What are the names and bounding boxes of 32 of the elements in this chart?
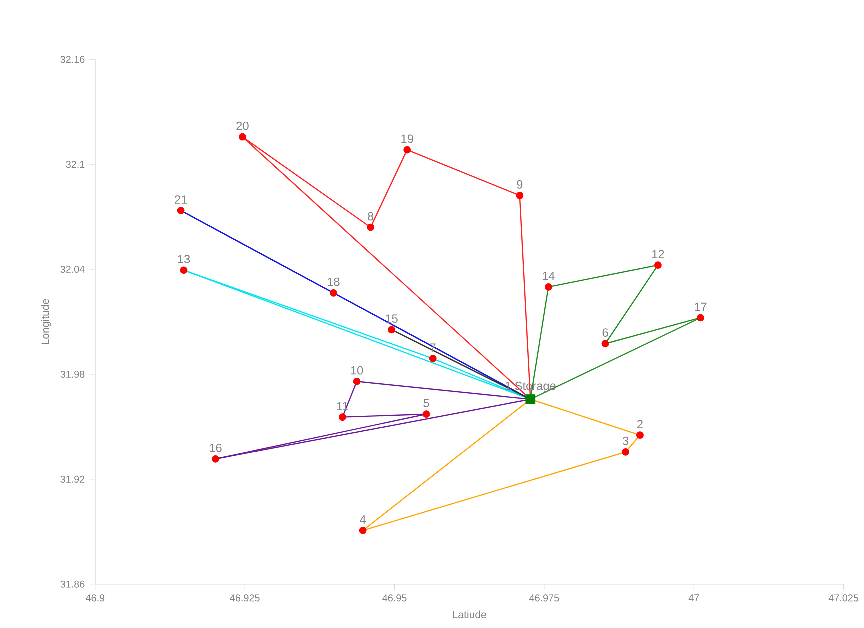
annotation: 8	[368, 212, 374, 221]
annotation: 19	[402, 134, 414, 144]
x-tick-label: 46.95	[382, 594, 407, 602]
y-tick-label: 31.98	[60, 370, 85, 378]
x-tick-label: 47.025	[828, 594, 859, 602]
annotation: 13	[178, 255, 190, 264]
annotation: 4	[360, 516, 366, 524]
y-tick-label: 31.86	[60, 580, 85, 588]
y-tick-label: 32.1	[66, 161, 85, 168]
x-axis-title: Latiude	[453, 610, 486, 618]
annotation: 17	[695, 302, 707, 312]
y-tick-label: 31.92	[60, 476, 85, 483]
annotation: 3	[623, 436, 629, 446]
annotation: 18	[328, 278, 340, 286]
annotation: 9	[517, 180, 523, 189]
annotation: 15	[386, 314, 398, 323]
annotation: 14	[542, 272, 555, 280]
annotation: 5	[424, 399, 430, 408]
x-tick-label: 46.925	[230, 594, 260, 602]
x-tick-label: 47	[688, 594, 700, 602]
x-tick-label: 46.9	[86, 594, 105, 602]
annotation: 20	[236, 122, 249, 130]
annotation: 10	[351, 366, 364, 375]
y-axis-title: Longitude	[41, 299, 52, 344]
x-tick-label: 46.975	[530, 594, 560, 602]
y-tick-label: 32.04	[60, 266, 85, 273]
annotation: 16	[210, 444, 222, 452]
annotation: 12	[652, 250, 664, 258]
y-tick-label: 32.16	[60, 56, 85, 64]
annotation: 2	[638, 420, 643, 428]
annotation: 21	[175, 196, 188, 204]
annotation: 6	[602, 328, 608, 337]
